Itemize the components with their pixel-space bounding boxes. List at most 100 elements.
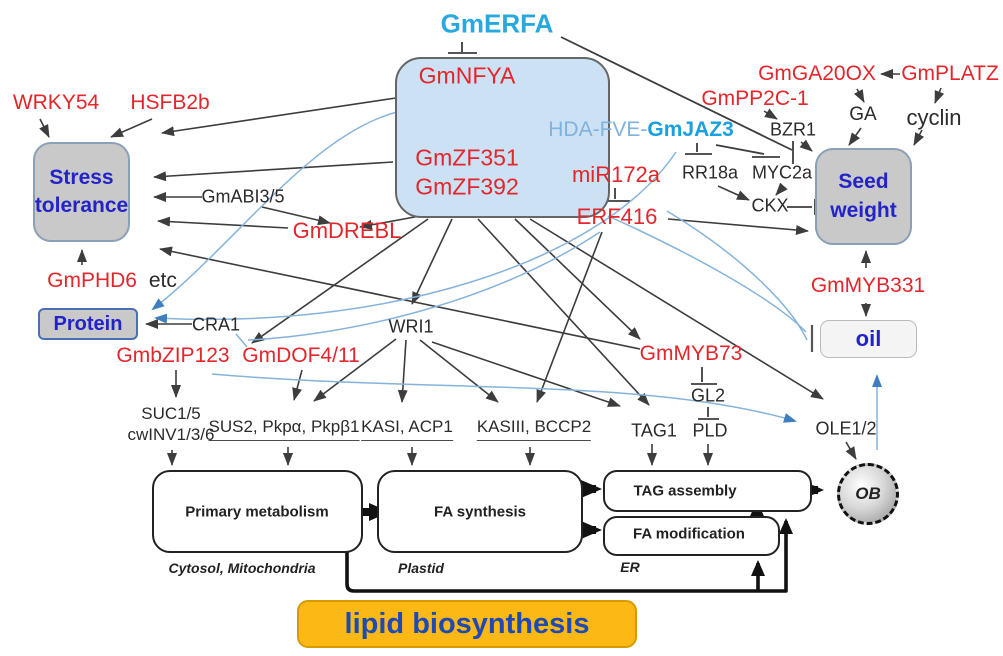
- edge-drebl-stress: [157, 216, 289, 229]
- node-gmmyb331: GmMYB331: [810, 274, 926, 297]
- lipid-biosynthesis-label: lipid biosynthesis: [344, 607, 590, 640]
- edge-wrky54-stress: [39, 118, 50, 138]
- edge-wri1-sus2: [313, 338, 397, 402]
- node-gmdrebl: GmDREBL: [292, 218, 402, 243]
- node-suc-cwinv-group: SUC1/5 cwINV1/3/6: [128, 403, 215, 446]
- edge-zf-myb73: [514, 218, 641, 340]
- edge-wri1-tag1: [431, 341, 621, 407]
- edge-ga-seed: [848, 127, 862, 146]
- compartment-plastid: Plastid: [398, 560, 444, 576]
- edge-bzr1-seed: [799, 139, 813, 152]
- node-gmdof411: GmDOF4/11: [242, 344, 360, 367]
- protein-box: Protein: [38, 308, 138, 340]
- compartment-cytosol-mitochondria: Cytosol, Mitochondria: [168, 560, 316, 576]
- edge-dof411-sus2: [292, 369, 303, 401]
- node-cwinv136: cwINV1/3/6: [127, 425, 215, 444]
- edge-erf416-seed: [667, 218, 809, 235]
- edge-blue-inhibits-bzip123: [247, 231, 601, 341]
- edge-zf-drebl: [359, 215, 421, 230]
- node-gmerfa: GmERFA: [440, 8, 554, 39]
- edge-zf-tag1: [477, 218, 650, 406]
- edge-gmerfa-inhibits-seed-stem: [560, 36, 793, 151]
- node-gmmyb73: GmMYB73: [639, 342, 743, 365]
- edge-hsfb2b-stress: [110, 118, 153, 138]
- primary-metabolism-label: Primary metabolism: [185, 503, 329, 521]
- node-gmphd6: GmPHD6: [47, 269, 137, 292]
- node-suc15: SUC1/5: [141, 403, 201, 423]
- oil-label: oil: [855, 326, 882, 351]
- edge-ole12-ob: [845, 441, 857, 460]
- edge-blue-inhibits-bzip123-cap: [235, 333, 248, 348]
- edge-pp2c1-bzr1: [763, 108, 778, 120]
- edge-zf-ole12: [529, 218, 824, 400]
- node-tag1: TAG1: [631, 420, 677, 441]
- protein-label: Protein: [53, 312, 123, 335]
- node-ckx: CKX: [751, 195, 789, 216]
- node-pld: PLD: [692, 420, 728, 441]
- edge-zf-wri1: [411, 218, 453, 305]
- edge-blue-nfya-protein: [151, 111, 398, 311]
- seed-weight-label-1: Seed: [838, 170, 889, 194]
- edge-rr18a-ckx: [717, 185, 750, 201]
- node-gmnfya: GmNFYA: [418, 62, 516, 89]
- seed-weight-box: Seed weight: [815, 148, 912, 245]
- node-sus2-group: SUS2, Pkpα, Pkpβ1: [208, 417, 360, 441]
- node-cyclin: cyclin: [906, 105, 962, 130]
- node-myc2a: MYC2a: [751, 162, 813, 183]
- edge-blue-jaz3-protein: [154, 151, 677, 324]
- node-gmbzip123: GmbZIP123: [116, 344, 230, 367]
- node-gmzf351: GmZF351: [415, 144, 519, 171]
- oil-box: oil: [820, 320, 917, 358]
- lipid-biosynthesis-banner: lipid biosynthesis: [297, 600, 637, 648]
- edge-zf-dof411: [251, 218, 429, 344]
- edge-ga20ox-ga: [853, 88, 865, 103]
- edge-blue-bzip123-ole12: [211, 373, 797, 423]
- edge-nfya-stress-1: [161, 97, 397, 137]
- stress-tolerance-label-1: Stress: [49, 165, 114, 189]
- node-cra1: CRA1: [191, 314, 241, 335]
- edge-blue-erf416-oil: [666, 210, 808, 341]
- node-wri1: WRI1: [388, 316, 434, 337]
- edge-erf416-kasiii: [536, 231, 603, 403]
- tag-assembly-box: [603, 470, 812, 512]
- node-gmplatz: GmPLATZ: [901, 62, 999, 85]
- node-hda-fve: HDA-FVE-: [548, 118, 648, 141]
- edge-myb73-stress: [159, 246, 641, 350]
- edge-abi35-drebl: [261, 206, 331, 226]
- fa-synthesis-box: [377, 470, 583, 553]
- node-kasi-group: KASI, ACP1: [361, 417, 453, 441]
- node-rr18a: RR18a: [681, 162, 739, 183]
- tag-assembly-label: TAG assembly: [633, 482, 737, 500]
- node-gmjaz3: GmJAZ3: [647, 118, 734, 141]
- node-gmabi35: GmABI3/5: [201, 186, 285, 207]
- node-gl2: GL2: [690, 385, 726, 406]
- edge-blue-zf-oil: [607, 215, 807, 333]
- edge-wri1-kasiii: [419, 339, 499, 403]
- oil-body-circle: OB: [837, 463, 899, 525]
- edge-cyclin-seed: [913, 129, 925, 146]
- stress-tolerance-box: Stress tolerance: [33, 142, 130, 242]
- fa-modification-box: [603, 516, 780, 556]
- oil-body-label: OB: [855, 484, 881, 503]
- node-ole12: OLE1/2: [815, 418, 877, 439]
- edge-platz-cyclin: [934, 87, 945, 104]
- feedback-primary-tagassembly: [345, 518, 793, 593]
- seed-weight-label-2: weight: [830, 198, 897, 222]
- stress-tolerance-label-2: tolerance: [34, 194, 129, 217]
- node-gmga20ox: GmGA20OX: [758, 62, 876, 85]
- fa-synthesis-label: FA synthesis: [434, 503, 526, 521]
- node-etc-visible: etc: [148, 269, 177, 292]
- node-hda-fve-gmjaz3: HDA-FVE-GmJAZ3: [548, 118, 734, 142]
- edge-myc2a-ckx: [775, 182, 788, 196]
- node-gmpp2c1: GmPP2C-1: [701, 87, 809, 110]
- node-mir172a: miR172a: [571, 162, 661, 187]
- edge-wri1-kasi: [397, 339, 408, 403]
- node-hsfb2b: HSFB2b: [130, 91, 210, 114]
- edge-nfya-stress-2: [153, 161, 394, 182]
- node-wrky54: WRKY54: [12, 91, 100, 114]
- compartment-er: ER: [620, 559, 640, 575]
- node-ga: GA: [849, 104, 877, 125]
- node-erf416: ERF416: [576, 204, 658, 229]
